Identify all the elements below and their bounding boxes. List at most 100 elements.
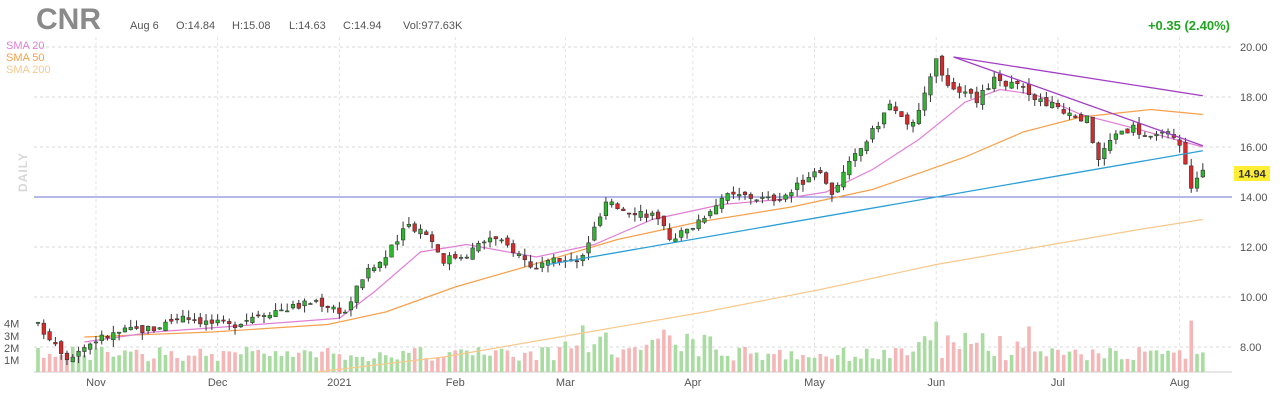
volume-bar: [766, 353, 770, 372]
candle-body: [290, 304, 296, 309]
candle-body: [151, 326, 156, 331]
candle-body: [516, 253, 522, 256]
candle-body: [117, 331, 122, 334]
candle-body: [1194, 177, 1200, 189]
volume-bar: [598, 336, 602, 372]
volume-bar: [847, 360, 852, 372]
candle-body: [1055, 102, 1061, 108]
candle-body: [435, 244, 440, 253]
candle-body: [534, 267, 539, 270]
candle-body: [314, 300, 319, 302]
volume-bar: [447, 352, 452, 372]
candle-body: [586, 242, 591, 254]
volume-bar: [250, 351, 255, 372]
volume-bar: [644, 344, 649, 372]
candle-body: [82, 347, 87, 352]
volume-bar: [621, 349, 626, 372]
volume-bar: [911, 351, 915, 372]
candle-body: [470, 247, 475, 260]
candle-body: [1096, 142, 1101, 160]
volume-bar: [395, 359, 400, 372]
candle-body: [737, 194, 742, 197]
volume-bar: [575, 345, 579, 372]
volume-bar: [354, 356, 359, 372]
candle-body: [511, 243, 516, 254]
candle-body: [180, 315, 185, 323]
candle-body: [1021, 86, 1026, 88]
candle-body: [650, 212, 655, 216]
volume-bar: [505, 350, 510, 372]
volume-bar: [1061, 354, 1066, 372]
candle-body: [122, 327, 128, 333]
candle-body: [1038, 98, 1043, 102]
volume-bar: [181, 360, 185, 372]
volume-bar: [186, 355, 191, 372]
volume-bar: [749, 353, 753, 372]
volume-bar: [1148, 350, 1153, 372]
volume-bar: [1079, 354, 1083, 372]
volume-bar: [957, 349, 962, 372]
volume-bar: [268, 356, 272, 372]
volume-value: Vol:977.63K: [403, 20, 463, 32]
price-tick-label: 20.00: [1240, 42, 1268, 54]
volume-bar: [94, 348, 98, 372]
candle-body: [1125, 128, 1130, 134]
candle-body: [157, 327, 162, 330]
candle-body: [76, 350, 81, 357]
volume-bar: [586, 352, 591, 372]
candle-body: [598, 216, 603, 226]
candle-body: [627, 212, 632, 215]
volume-bar: [998, 336, 1002, 372]
volume-bar: [725, 355, 730, 372]
candle-body: [551, 257, 556, 263]
candle-body: [1084, 115, 1090, 123]
candle-body: [111, 332, 116, 341]
candle-body: [296, 302, 301, 309]
candle-body: [209, 319, 214, 324]
candle-body: [1136, 123, 1142, 135]
month-label: Dec: [208, 377, 228, 389]
candle-body: [1009, 81, 1014, 89]
candle-body: [227, 321, 232, 325]
volume-bar: [256, 349, 261, 372]
volume-bar: [1015, 341, 1020, 372]
volume-bar: [696, 356, 701, 372]
volume-bar: [853, 356, 857, 372]
candle-body: [412, 223, 417, 232]
candle-body: [53, 342, 58, 345]
legend-sma-200: SMA 200: [6, 64, 51, 76]
open-value: O:14.84: [176, 20, 215, 32]
volume-bar: [343, 359, 347, 372]
candle-body: [244, 320, 249, 322]
volume-bar: [905, 355, 910, 372]
candle-body: [1032, 94, 1037, 100]
candle-body: [922, 92, 927, 111]
candle-body: [169, 318, 174, 322]
volume-bar: [893, 348, 898, 372]
volume-bar: [88, 359, 92, 372]
volume-tick-label: 4M: [4, 319, 19, 331]
volume-bar: [638, 349, 643, 372]
volume-bar: [679, 351, 684, 372]
volume-bar: [859, 358, 863, 372]
candle-body: [354, 285, 359, 303]
ticker-symbol: CNR: [36, 3, 101, 36]
candle-body: [105, 335, 110, 339]
volume-bar: [1160, 353, 1165, 372]
volume-bar: [1090, 349, 1095, 372]
candle-body: [928, 76, 933, 96]
volume-bar: [1009, 354, 1014, 372]
volume-bar: [882, 349, 886, 372]
volume-bar: [870, 358, 875, 372]
candle-body: [64, 352, 70, 361]
legend-sma-50: SMA 50: [6, 52, 45, 64]
volume-bar: [662, 329, 666, 372]
volume-bar: [1038, 351, 1043, 372]
resistance-trendline-inner: [953, 56, 1204, 147]
candle-body: [997, 73, 1003, 81]
volume-bar: [841, 347, 846, 372]
volume-bar: [818, 353, 823, 372]
volume-bar: [465, 350, 469, 372]
